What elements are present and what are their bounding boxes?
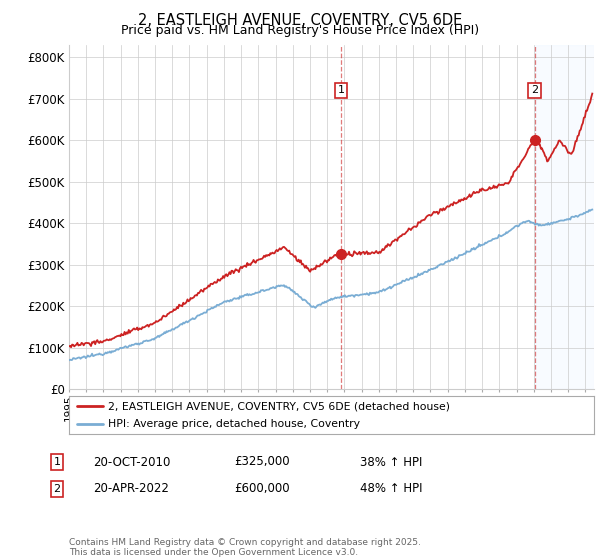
- Text: 20-APR-2022: 20-APR-2022: [93, 482, 169, 496]
- Text: 2, EASTLEIGH AVENUE, COVENTRY, CV5 6DE: 2, EASTLEIGH AVENUE, COVENTRY, CV5 6DE: [138, 13, 462, 28]
- Text: 2: 2: [53, 484, 61, 494]
- Bar: [535, 45, 594, 389]
- Text: £600,000: £600,000: [234, 482, 290, 496]
- Text: Contains HM Land Registry data © Crown copyright and database right 2025.
This d: Contains HM Land Registry data © Crown c…: [69, 538, 421, 557]
- Text: 1: 1: [337, 86, 344, 95]
- Text: 20-OCT-2010: 20-OCT-2010: [93, 455, 170, 469]
- Text: 48% ↑ HPI: 48% ↑ HPI: [360, 482, 422, 496]
- Text: Price paid vs. HM Land Registry's House Price Index (HPI): Price paid vs. HM Land Registry's House …: [121, 24, 479, 37]
- Text: HPI: Average price, detached house, Coventry: HPI: Average price, detached house, Cove…: [109, 419, 361, 429]
- Text: £325,000: £325,000: [234, 455, 290, 469]
- Text: 38% ↑ HPI: 38% ↑ HPI: [360, 455, 422, 469]
- Text: 2, EASTLEIGH AVENUE, COVENTRY, CV5 6DE (detached house): 2, EASTLEIGH AVENUE, COVENTRY, CV5 6DE (…: [109, 401, 451, 411]
- Text: 2: 2: [531, 86, 538, 95]
- Text: 1: 1: [53, 457, 61, 467]
